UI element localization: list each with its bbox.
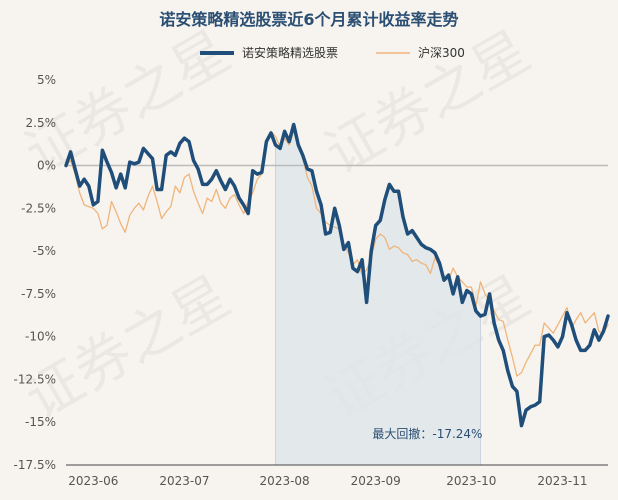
series-line-fund (64, 122, 610, 428)
y-tick-label: 0% (37, 159, 56, 173)
legend: 诺安策略精选股票 沪深300 (200, 45, 465, 60)
x-tick-label: 2023-06 (68, 474, 118, 488)
plot-area: 5% 2.5% 0% -2.5% -5% -7.5% -10% -12.5% -15% -17.5… (14, 73, 610, 488)
y-tick-label: -17.5% (14, 458, 56, 472)
watermark-text: 证券之星 (315, 19, 541, 187)
x-tick-label: 2023-10 (446, 474, 496, 488)
y-tick-label: -5% (33, 244, 56, 258)
series-line-index (65, 130, 609, 377)
y-tick-label: -15% (25, 415, 56, 429)
y-tick-label: 5% (37, 73, 56, 87)
y-tick-label: -10% (25, 330, 56, 344)
max-drawdown-annotation: 最大回撤：-17.24% (372, 426, 482, 441)
x-tick-label: 2023-11 (537, 474, 587, 488)
x-tick-label: 2023-08 (260, 474, 310, 488)
x-tick-label: 2023-07 (159, 474, 209, 488)
y-tick-label: -12.5% (14, 372, 56, 386)
legend-label-index: 沪深300 (418, 46, 465, 60)
legend-label-fund: 诺安策略精选股票 (242, 45, 338, 60)
y-tick-label: -7.5% (21, 287, 56, 301)
y-tick-label: 2.5% (26, 116, 57, 130)
x-tick-label: 2023-09 (351, 474, 401, 488)
chart-title: 诺安策略精选股票近6个月累计收益率走势 (159, 10, 458, 29)
drawdown-area (275, 124, 481, 465)
y-tick-label: -2.5% (21, 201, 56, 215)
